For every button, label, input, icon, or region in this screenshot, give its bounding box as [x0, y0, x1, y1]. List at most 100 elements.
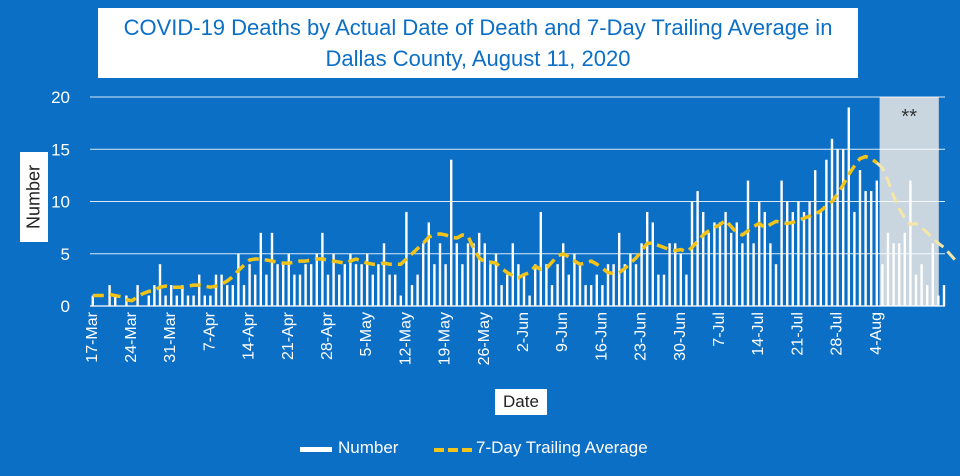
bar	[310, 264, 313, 306]
bar	[293, 274, 296, 306]
bar	[679, 253, 682, 306]
bar	[192, 295, 195, 306]
x-tick-label: 7-Apr	[201, 311, 218, 351]
bar	[612, 264, 615, 306]
bar	[153, 285, 156, 306]
bar	[769, 243, 772, 306]
average-line	[92, 154, 878, 303]
bar	[657, 274, 660, 306]
x-tick-label: 21-Apr	[280, 311, 297, 360]
bar	[248, 264, 251, 306]
bar	[662, 274, 666, 306]
bar	[410, 285, 414, 306]
bar	[259, 232, 262, 306]
y-tick-label: 20	[51, 88, 70, 107]
x-tick-label: 30-Jun	[672, 312, 689, 361]
bar	[808, 201, 811, 306]
bar	[763, 211, 766, 306]
bar	[186, 295, 190, 306]
x-tick-label: 28-Jul	[829, 312, 846, 356]
bar	[640, 243, 643, 306]
bar	[870, 191, 873, 306]
bar	[534, 264, 537, 306]
x-tick-label: 7-Jul	[711, 312, 728, 347]
bar	[690, 201, 694, 306]
y-axis-label-box	[20, 152, 48, 242]
shaded-region-label: **	[901, 106, 917, 128]
bar	[545, 264, 548, 306]
bar	[674, 243, 677, 306]
bar	[254, 274, 257, 306]
x-tick-label: 16-Jun	[593, 312, 610, 361]
bar	[164, 295, 167, 306]
bar	[231, 285, 234, 306]
bar	[898, 243, 901, 306]
bar	[366, 253, 369, 306]
bar	[623, 264, 626, 306]
bar	[774, 264, 778, 306]
bar	[802, 211, 806, 306]
bar	[522, 274, 526, 306]
bar	[416, 274, 419, 306]
bar	[937, 295, 940, 306]
bar	[539, 211, 542, 306]
bar	[528, 295, 531, 306]
bar	[438, 243, 442, 306]
bar	[242, 285, 246, 306]
legend-bar-swatch	[300, 447, 332, 452]
bar	[819, 211, 822, 306]
x-tick-label: 19-May	[437, 312, 454, 365]
bar	[830, 138, 834, 306]
bar	[730, 232, 733, 306]
bar	[338, 274, 341, 306]
bar	[853, 211, 856, 306]
bar	[909, 180, 912, 306]
bar	[332, 253, 335, 306]
bar	[892, 243, 895, 306]
legend-label-average: 7-Day Trailing Average	[476, 438, 648, 457]
bar	[147, 295, 150, 306]
bar	[287, 253, 290, 306]
x-tick-label: 12-May	[397, 312, 414, 365]
bar	[483, 243, 486, 306]
bar	[595, 274, 598, 306]
x-axis-label: Date	[503, 392, 539, 411]
bar	[220, 274, 223, 306]
bar	[433, 264, 436, 306]
bar	[444, 264, 447, 306]
x-axis-label-box	[495, 389, 547, 415]
bar	[685, 274, 688, 306]
bar	[506, 274, 509, 306]
bar	[556, 264, 559, 306]
bar	[382, 243, 386, 306]
bar	[304, 264, 307, 306]
bar	[746, 180, 750, 306]
x-tick-label: 5-May	[358, 312, 375, 356]
bar	[573, 253, 576, 306]
bar	[265, 274, 268, 306]
x-tick-label: 2-Jun	[515, 312, 532, 352]
bar	[394, 274, 397, 306]
bar	[864, 191, 867, 306]
bar	[584, 285, 587, 306]
y-tick-label: 15	[51, 140, 70, 159]
bar	[326, 274, 330, 306]
bar	[209, 295, 212, 306]
bar	[875, 180, 878, 306]
bar	[836, 149, 839, 306]
bar	[478, 232, 481, 306]
bar	[903, 232, 906, 306]
legend-label-number: Number	[338, 438, 399, 457]
bar	[388, 274, 391, 306]
bar	[735, 222, 738, 306]
bar	[718, 222, 722, 306]
bar	[450, 159, 453, 306]
bar	[926, 285, 929, 306]
bar	[321, 232, 324, 306]
bar	[791, 211, 794, 306]
bar	[158, 264, 162, 306]
bar	[646, 211, 649, 306]
bar	[91, 295, 94, 306]
bar	[517, 264, 520, 306]
bar	[427, 222, 430, 306]
